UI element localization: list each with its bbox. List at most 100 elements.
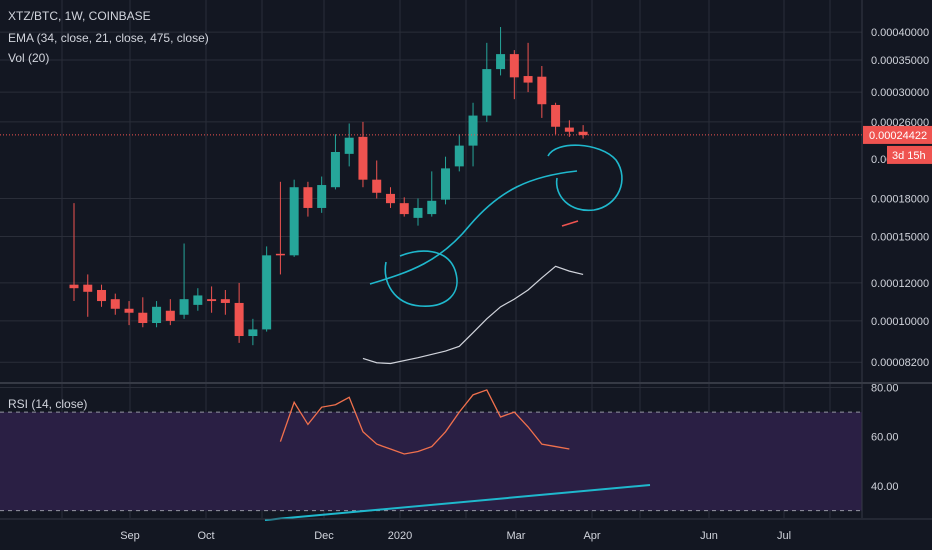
candle-body	[551, 104, 561, 127]
candle[interactable]	[468, 102, 478, 167]
candle-body	[413, 207, 423, 218]
rsi-legend[interactable]: RSI (14, close)	[8, 397, 88, 411]
candle[interactable]	[138, 297, 148, 328]
candle[interactable]	[152, 301, 162, 328]
candle-body	[220, 299, 230, 303]
y-tick-label: 0.00010000	[871, 316, 929, 328]
trendline-drawing[interactable]	[369, 170, 578, 285]
candle[interactable]	[523, 42, 533, 93]
x-tick-label: Jul	[777, 530, 791, 542]
rsi-trendline[interactable]	[264, 484, 651, 521]
candle-body	[110, 299, 120, 309]
candle[interactable]	[289, 179, 299, 257]
candle-body	[179, 299, 189, 315]
candle[interactable]	[413, 198, 423, 226]
candle[interactable]	[124, 301, 134, 326]
candle[interactable]	[372, 160, 382, 199]
candle-body	[468, 115, 478, 146]
price-tag-bg	[863, 125, 932, 144]
ema-path	[362, 265, 584, 365]
rsi-tick-label: 60.00	[871, 432, 899, 444]
candle[interactable]	[330, 134, 340, 190]
candle-body	[427, 200, 437, 215]
candle[interactable]	[83, 274, 93, 317]
y-tick-label: 0.00030000	[871, 87, 929, 99]
candle[interactable]	[482, 42, 492, 122]
volume-legend[interactable]: Vol (20)	[8, 51, 50, 65]
candle-body	[330, 152, 340, 188]
candle-body	[97, 289, 107, 302]
candle[interactable]	[564, 120, 574, 137]
candle-body	[289, 187, 299, 256]
candle-body	[165, 310, 175, 321]
candle[interactable]	[179, 243, 189, 319]
candle-body	[385, 193, 395, 204]
y-tick-label: 0.00026000	[871, 117, 929, 129]
candle[interactable]	[262, 246, 272, 332]
candle-body	[248, 329, 258, 337]
candle-body	[152, 306, 162, 323]
candle[interactable]	[578, 125, 588, 139]
rsi-trendline-path[interactable]	[264, 484, 651, 521]
candle[interactable]	[385, 187, 395, 208]
candle[interactable]	[358, 121, 368, 188]
candle[interactable]	[441, 156, 451, 205]
candle[interactable]	[110, 293, 120, 315]
circle-drawing-lower[interactable]	[384, 250, 458, 307]
candle[interactable]	[496, 27, 506, 76]
candle-body	[275, 253, 285, 256]
candle-body	[482, 69, 492, 116]
x-tick-label: Dec	[314, 530, 334, 542]
ema-legend[interactable]: EMA (34, close, 21, close, 475, close)	[8, 31, 209, 45]
candle[interactable]	[454, 134, 464, 172]
countdown-label: 3d 15h	[892, 150, 926, 162]
candle[interactable]	[220, 289, 230, 315]
candlestick-series[interactable]	[69, 27, 588, 346]
y-tick-label: 0.00040000	[871, 27, 929, 39]
candle[interactable]	[165, 299, 175, 326]
candle-body	[344, 137, 354, 154]
candle[interactable]	[207, 286, 217, 313]
rsi-line	[279, 389, 570, 455]
candle-body	[523, 76, 533, 83]
y-tick-label: 0.00018000	[871, 193, 929, 205]
candle[interactable]	[275, 181, 285, 275]
candle[interactable]	[248, 318, 258, 346]
candle[interactable]	[303, 181, 313, 217]
rsi-band	[0, 411, 862, 512]
x-tick-label: Mar	[507, 530, 526, 542]
candle[interactable]	[399, 197, 409, 217]
candle[interactable]	[234, 282, 244, 343]
candle[interactable]	[509, 50, 519, 100]
x-tick-label: Oct	[197, 530, 214, 542]
y-tick-label: 0.00035000	[871, 55, 929, 67]
candle[interactable]	[537, 66, 547, 118]
y-tick-label: 0.00015000	[871, 231, 929, 243]
y-tick-label: 0.00008200	[871, 357, 929, 369]
candle-body	[83, 284, 93, 292]
circle-drawing-upper[interactable]	[547, 144, 623, 212]
x-tick-label: Sep	[120, 530, 140, 542]
candle-body	[509, 54, 519, 78]
candle[interactable]	[427, 171, 437, 217]
candle[interactable]	[317, 176, 327, 213]
user-drawings[interactable]	[369, 144, 623, 307]
candle[interactable]	[97, 284, 107, 307]
candle-body	[358, 136, 368, 180]
ema-projection-mark	[561, 220, 579, 227]
current-price-label: 0.00024422	[869, 130, 927, 142]
candle[interactable]	[69, 203, 79, 302]
symbol-legend[interactable]: XTZ/BTC, 1W, COINBASE	[8, 9, 151, 23]
x-tick-label: Jun	[700, 530, 718, 542]
candle-body	[262, 255, 272, 330]
candle[interactable]	[551, 102, 561, 135]
ema-line	[362, 265, 584, 365]
candle-body	[207, 299, 217, 302]
candle-body	[317, 185, 327, 208]
x-tick-label: Apr	[583, 530, 600, 542]
candle[interactable]	[193, 288, 203, 311]
candle[interactable]	[344, 123, 354, 167]
